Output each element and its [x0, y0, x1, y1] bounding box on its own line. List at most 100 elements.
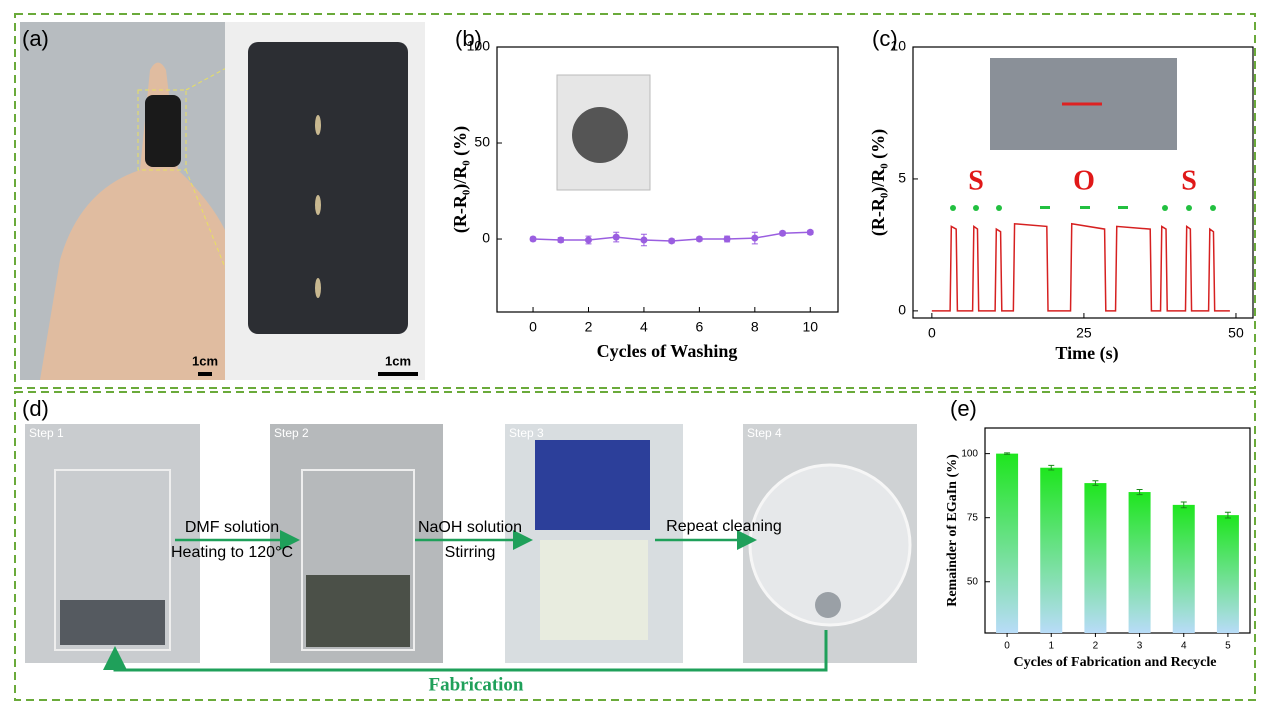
- error-bar: [1224, 511, 1231, 519]
- x-tick-label: 2: [585, 319, 593, 335]
- sleeve: [145, 95, 181, 167]
- y-tick-label: 10: [890, 38, 906, 54]
- point: [668, 237, 676, 245]
- x-tick-label: 4: [1181, 641, 1187, 652]
- step-label: Step 4: [747, 426, 782, 440]
- x-tick-label: 50: [1228, 325, 1244, 341]
- point: [640, 236, 648, 244]
- x-tick-label: 1: [1048, 641, 1054, 652]
- process-label: NaOH solution: [418, 519, 522, 536]
- panel-label: (b): [455, 26, 482, 51]
- y-axis-title: (R-R₀)/R₀ (%): [450, 126, 471, 233]
- bar: [1040, 467, 1063, 633]
- point: [723, 235, 731, 243]
- bar: [1172, 504, 1195, 633]
- dot: [1186, 205, 1192, 211]
- frame-bottom: [14, 391, 1256, 701]
- plot-frame: [496, 46, 839, 313]
- y-tick-label: 50: [967, 576, 979, 587]
- hand: [40, 62, 225, 380]
- error-bar: [1180, 501, 1187, 509]
- process-label: Heating to 120°C: [171, 544, 293, 561]
- x-tick-label: 0: [1004, 641, 1010, 652]
- dot: [950, 205, 956, 211]
- x-tick-label: 6: [695, 319, 703, 335]
- x-tick-label: 0: [529, 319, 537, 335]
- knit: [248, 42, 408, 334]
- process-label: DMF solution: [185, 519, 279, 536]
- dot: [1210, 205, 1216, 211]
- scale-bar-label: 1cm: [385, 353, 411, 368]
- beaker: [301, 469, 415, 651]
- point: [584, 236, 592, 244]
- scale-bar-label: 1cm: [192, 353, 218, 368]
- x-axis-title: Cycles of Fabrication and Recycle: [1014, 655, 1217, 670]
- x-tick-label: 2: [1093, 641, 1099, 652]
- plot-frame: [912, 46, 1254, 319]
- liquid: [306, 575, 410, 647]
- zoom-box: [137, 89, 187, 171]
- y-tick-label: 75: [967, 512, 979, 523]
- x-tick-label: 25: [1076, 325, 1092, 341]
- step-label: Step 1: [29, 426, 64, 440]
- point: [779, 229, 787, 237]
- dot: [996, 205, 1002, 211]
- annotation: O: [1073, 165, 1095, 196]
- y-tick-label: 0: [898, 302, 906, 318]
- annotation: S: [968, 165, 984, 196]
- x-tick-label: 8: [751, 319, 759, 335]
- point: [529, 235, 537, 243]
- washer-door: [572, 107, 628, 163]
- y-tick-label: 100: [961, 448, 978, 459]
- x-tick-label: 3: [1137, 641, 1143, 652]
- bar: [996, 453, 1019, 633]
- error-bar: [1048, 464, 1055, 471]
- error-bar: [1136, 489, 1143, 496]
- x-axis-title: Time (s): [1055, 343, 1118, 364]
- step-label: Step 2: [274, 426, 309, 440]
- dash: [1040, 206, 1050, 209]
- panel-label: (e): [950, 396, 977, 421]
- glove: [535, 440, 650, 530]
- plot-frame: [984, 427, 1251, 634]
- step-label: Step 3: [509, 426, 544, 440]
- y-axis-title: Remainder of EGaIn (%): [945, 454, 960, 607]
- dot: [973, 205, 979, 211]
- bar: [1216, 515, 1239, 633]
- slot: [315, 278, 321, 298]
- point: [751, 234, 759, 242]
- bar: [1084, 483, 1107, 633]
- loop-label: Fabrication: [429, 674, 524, 695]
- annotation: S: [1181, 165, 1197, 196]
- y-tick-label: 50: [474, 134, 490, 150]
- x-tick-label: 4: [640, 319, 648, 335]
- x-tick-label: 5: [1225, 641, 1231, 652]
- dash: [1080, 206, 1090, 209]
- x-axis-title: Cycles of Washing: [597, 341, 738, 361]
- panel-label: (a): [22, 26, 49, 51]
- panel-label: (d): [22, 396, 49, 421]
- y-tick-label: 5: [898, 170, 906, 186]
- line: [931, 222, 1230, 312]
- x-tick-label: 10: [802, 319, 818, 335]
- metal: [60, 600, 165, 645]
- loop-arrow: [103, 630, 828, 672]
- droplet: [815, 592, 841, 618]
- slot: [315, 195, 321, 215]
- bar: [1128, 492, 1151, 633]
- dash: [1118, 206, 1128, 209]
- point: [806, 228, 814, 236]
- liquid: [540, 540, 648, 640]
- panel-label: (c): [872, 26, 898, 51]
- dot: [1162, 205, 1168, 211]
- y-tick-label: 100: [467, 38, 491, 54]
- error-bar: [1092, 480, 1099, 486]
- point: [612, 233, 620, 241]
- error-bar: [1004, 452, 1011, 455]
- y-tick-label: 0: [482, 230, 490, 246]
- slot: [315, 115, 321, 135]
- point: [557, 236, 565, 244]
- x-tick-label: 0: [928, 325, 936, 341]
- morse: [950, 205, 1216, 211]
